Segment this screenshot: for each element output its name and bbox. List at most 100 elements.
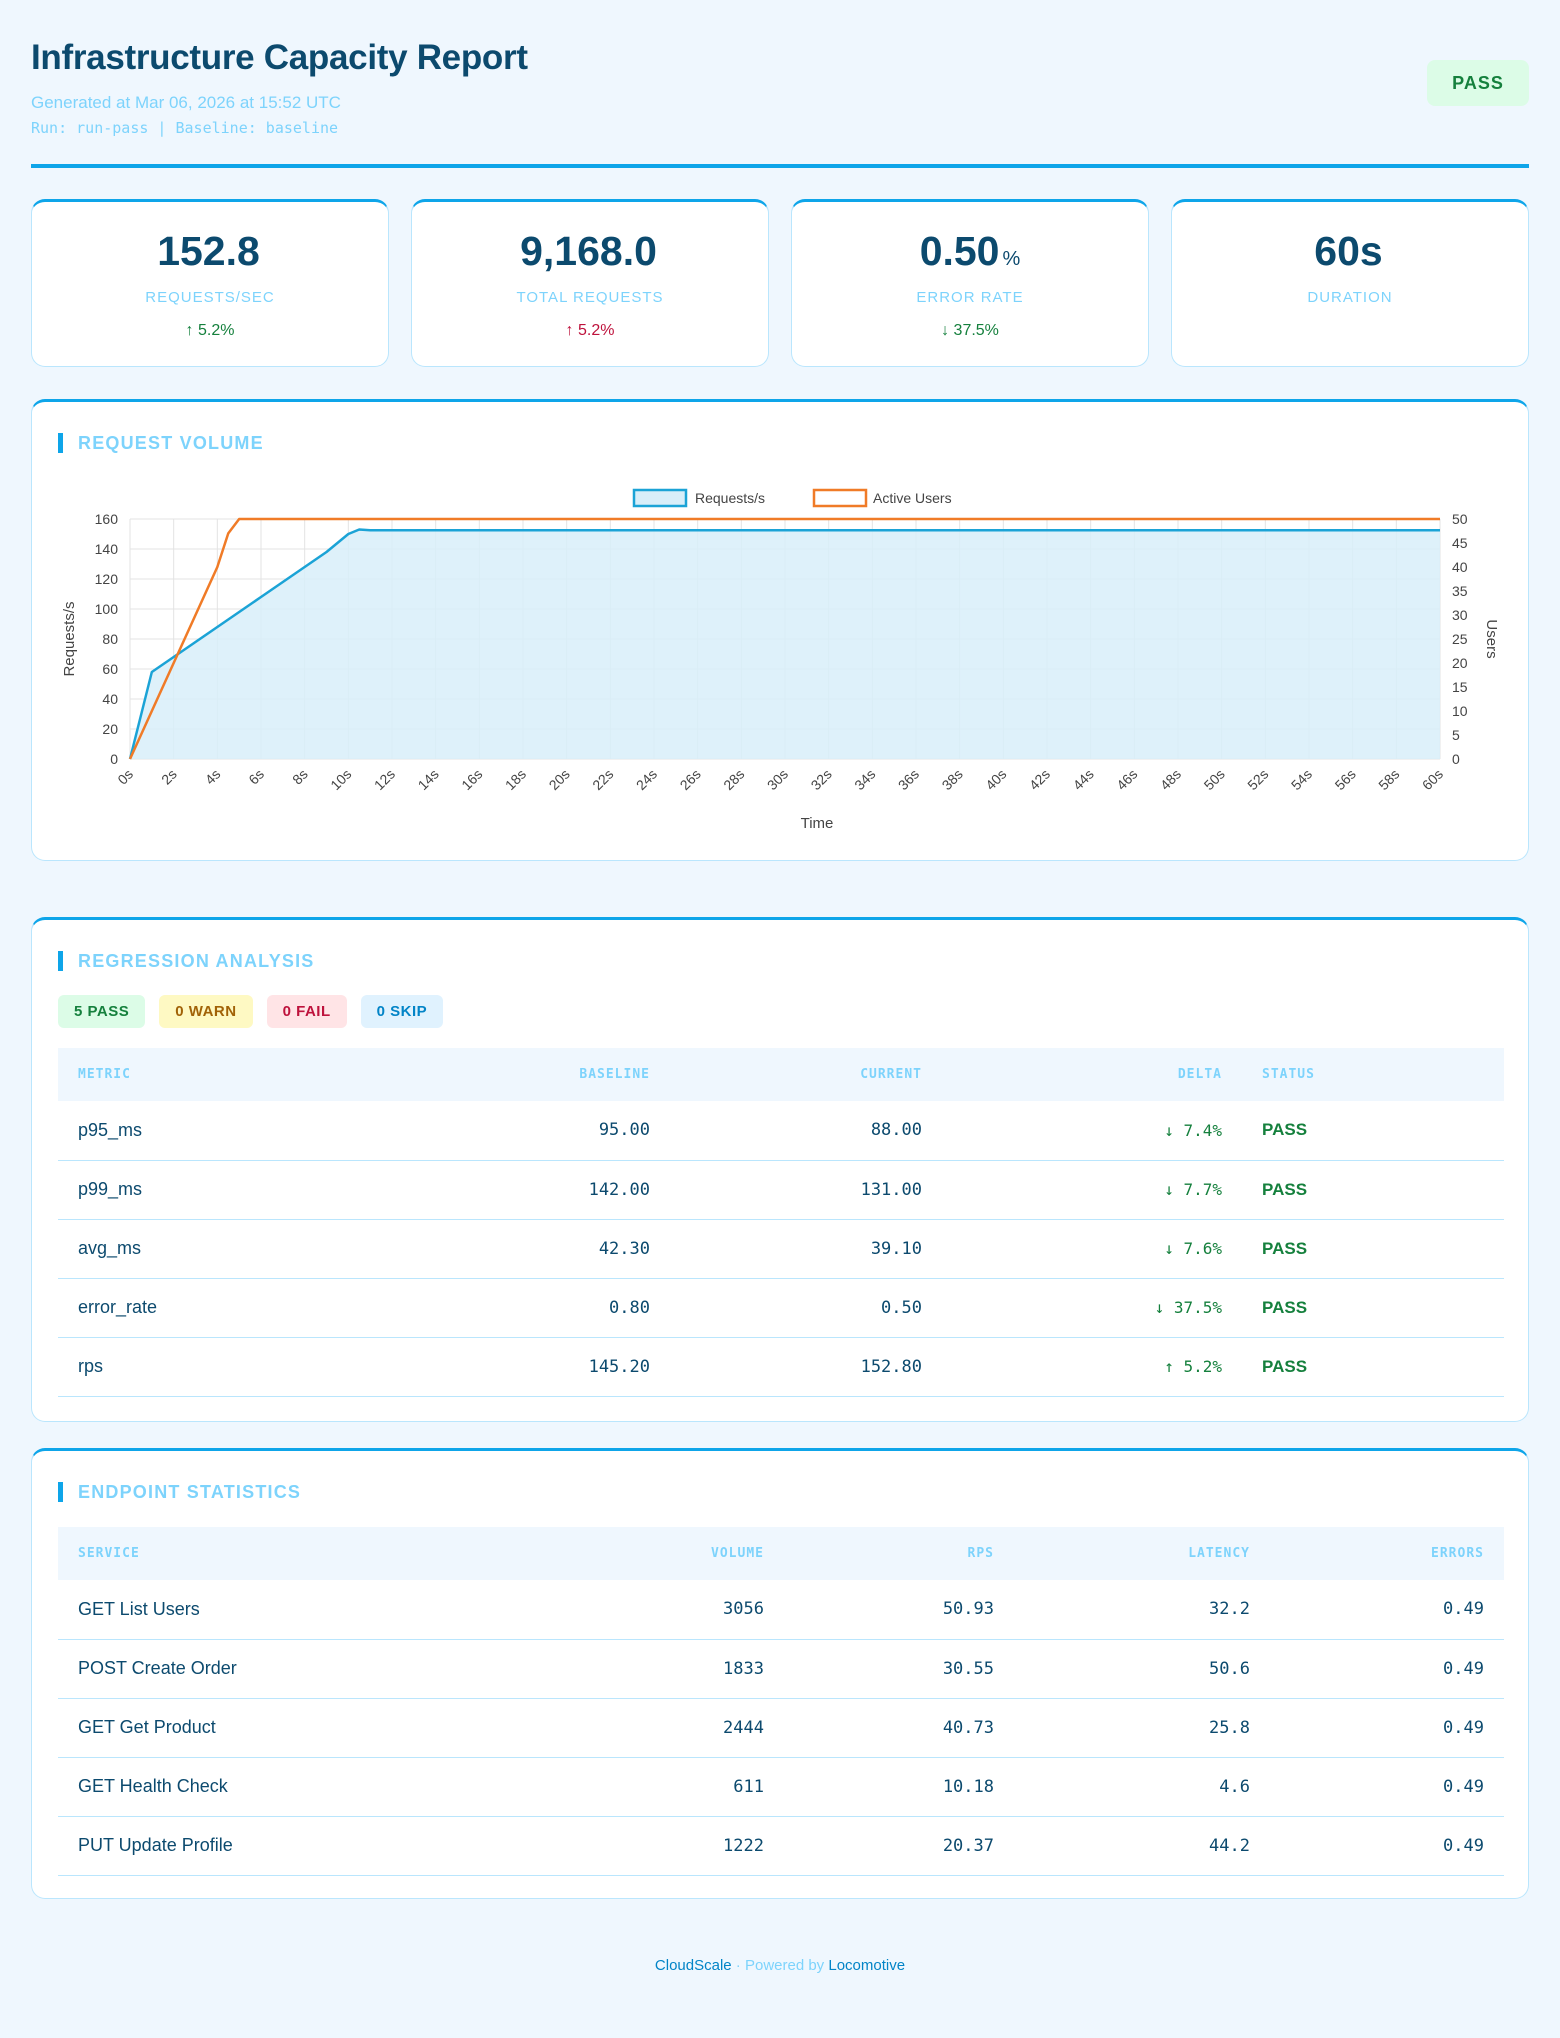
column-header-current: CURRENT xyxy=(860,1067,922,1082)
footer-brand-link[interactable]: CloudScale xyxy=(654,1957,732,1974)
table-row: error_rate 0.80 0.50 ↓ 37.5% PASS xyxy=(58,1278,1504,1338)
table-row: POST Create Order 1833 30.55 50.6 0.49 xyxy=(58,1639,1504,1699)
regression-table: METRIC BASELINE CURRENT DELTA STATUS p95… xyxy=(58,1048,1504,1397)
errors-cell: 0.49 xyxy=(1270,1639,1504,1699)
x-tick-label: 14s xyxy=(415,766,442,793)
x-tick-label: 38s xyxy=(939,766,966,793)
volume-cell: 2444 xyxy=(518,1698,784,1758)
legend-swatch-active-users xyxy=(812,488,868,508)
warn-count-pill: 0 WARN xyxy=(159,995,253,1028)
column-header-status: STATUS xyxy=(1262,1067,1315,1082)
metric-cell: error_rate xyxy=(58,1278,398,1338)
y-axis-title: Requests/s xyxy=(61,601,78,676)
result-summary-pills: 5 PASS 0 WARN 0 FAIL 0 SKIP xyxy=(58,995,444,1028)
volume-cell: 1222 xyxy=(518,1816,784,1876)
x-axis-title: Time xyxy=(801,815,834,832)
kpi-value: 0.50% xyxy=(919,228,1021,274)
x-tick-label: 32s xyxy=(808,766,835,793)
status-cell: PASS xyxy=(1242,1160,1504,1220)
table-row: p95_ms 95.00 88.00 ↓ 7.4% PASS xyxy=(58,1101,1504,1161)
baseline-cell: 95.00 xyxy=(398,1101,670,1161)
y2-axis-title: Users xyxy=(1483,619,1500,658)
column-header-metric: METRIC xyxy=(78,1067,131,1082)
delta-cell: ↓ 37.5% xyxy=(942,1278,1242,1338)
x-tick-label: 28s xyxy=(720,766,747,793)
latency-cell: 32.2 xyxy=(1014,1580,1270,1640)
latency-cell: 50.6 xyxy=(1014,1639,1270,1699)
fail-count-pill: 0 FAIL xyxy=(266,995,347,1028)
run-info: Run: run-pass | Baseline: baseline xyxy=(31,119,339,137)
x-tick-label: 54s xyxy=(1288,766,1315,793)
volume-cell: 3056 xyxy=(518,1580,784,1640)
table-row: PUT Update Profile 1222 20.37 44.2 0.49 xyxy=(58,1816,1504,1876)
baseline-cell: 0.80 xyxy=(398,1278,670,1338)
x-tick-label: 48s xyxy=(1157,766,1184,793)
kpi-label: TOTAL REQUESTS xyxy=(516,289,664,306)
column-header-rps: RPS xyxy=(967,1546,994,1561)
y2-tick-label: 40 xyxy=(1452,559,1468,575)
kpi-delta: ↑ 5.2% xyxy=(565,322,615,339)
delta-cell: ↓ 7.4% xyxy=(942,1101,1242,1161)
volume-cell: 611 xyxy=(518,1757,784,1817)
request-volume-panel: REQUEST VOLUME 0 20 40 60 80 100 120 140 160 0 5 10… xyxy=(31,399,1529,861)
rps-cell: 10.18 xyxy=(784,1757,1014,1817)
pass-count-pill: 5 PASS xyxy=(58,995,146,1028)
y-tick-label: 0 xyxy=(110,751,118,767)
table-header-row: SERVICE VOLUME RPS LATENCY ERRORS xyxy=(58,1527,1504,1580)
delta-cell: ↓ 7.7% xyxy=(942,1160,1242,1220)
kpi-value: 152.8 xyxy=(157,228,260,274)
kpi-delta: ↓ 37.5% xyxy=(941,322,999,339)
y2-tick-label: 25 xyxy=(1452,631,1468,647)
section-title: REGRESSION ANALYSIS xyxy=(58,951,315,971)
rps-cell: 50.93 xyxy=(784,1580,1014,1640)
current-cell: 39.10 xyxy=(670,1219,942,1279)
requests-area xyxy=(130,529,1440,759)
status-cell: PASS xyxy=(1242,1219,1504,1279)
x-tick-label: 8s xyxy=(289,766,311,788)
kpi-value: 60s xyxy=(1314,228,1383,274)
current-cell: 88.00 xyxy=(670,1101,942,1161)
metric-cell: avg_ms xyxy=(58,1219,398,1279)
latency-cell: 44.2 xyxy=(1014,1816,1270,1876)
table-row: p99_ms 142.00 131.00 ↓ 7.7% PASS xyxy=(58,1160,1504,1220)
footer-engine-link[interactable]: Locomotive xyxy=(828,1957,906,1974)
x-tick-label: 42s xyxy=(1026,766,1053,793)
errors-cell: 0.49 xyxy=(1270,1757,1504,1817)
x-tick-label: 24s xyxy=(633,766,660,793)
metric-cell: p95_ms xyxy=(58,1101,398,1161)
table-row: GET Get Product 2444 40.73 25.8 0.49 xyxy=(58,1698,1504,1758)
generated-timestamp: Generated at Mar 06, 2026 at 15:52 UTC xyxy=(31,93,341,112)
y-tick-label: 20 xyxy=(102,721,118,737)
service-cell: PUT Update Profile xyxy=(58,1816,518,1876)
table-row: GET Health Check 611 10.18 4.6 0.49 xyxy=(58,1757,1504,1817)
section-title: ENDPOINT STATISTICS xyxy=(58,1482,301,1502)
metric-cell: rps xyxy=(58,1337,398,1397)
x-tick-label: 40s xyxy=(982,766,1009,793)
table-header-row: METRIC BASELINE CURRENT DELTA STATUS xyxy=(58,1048,1504,1101)
y2-tick-label: 20 xyxy=(1452,655,1468,671)
y2-tick-label: 15 xyxy=(1452,679,1468,695)
y2-tick-label: 50 xyxy=(1452,511,1468,527)
section-title: REQUEST VOLUME xyxy=(58,433,264,453)
endpoint-statistics-panel: ENDPOINT STATISTICS SERVICE VOLUME RPS L… xyxy=(31,1448,1529,1899)
service-cell: GET List Users xyxy=(58,1580,518,1640)
legend-label-requests: Requests/s xyxy=(695,490,765,506)
volume-cell: 1833 xyxy=(518,1639,784,1699)
x-tick-label: 0s xyxy=(114,766,136,788)
request-volume-chart: 0 20 40 60 80 100 120 140 160 0 5 10 15 20 25 30 35 40 45 5… xyxy=(61,488,1500,832)
delta-cell: ↑ 5.2% xyxy=(942,1337,1242,1397)
service-cell: POST Create Order xyxy=(58,1639,518,1699)
x-tick-label: 2s xyxy=(158,766,180,788)
page-title: Infrastructure Capacity Report xyxy=(31,38,528,77)
kpi-card-total-requests: 9,168.0 TOTAL REQUESTS ↑ 5.2% xyxy=(411,199,769,367)
legend-swatch-requests xyxy=(632,488,688,508)
x-tick-label: 10s xyxy=(327,766,354,793)
overall-status-badge: PASS xyxy=(1427,60,1529,106)
rps-cell: 20.37 xyxy=(784,1816,1014,1876)
x-tick-label: 44s xyxy=(1070,766,1097,793)
x-tick-label: 34s xyxy=(851,766,878,793)
requests-series-line xyxy=(128,528,1440,760)
kpi-label: REQUESTS/SEC xyxy=(145,289,275,306)
y-tick-label: 160 xyxy=(95,511,119,527)
baseline-cell: 142.00 xyxy=(398,1160,670,1220)
